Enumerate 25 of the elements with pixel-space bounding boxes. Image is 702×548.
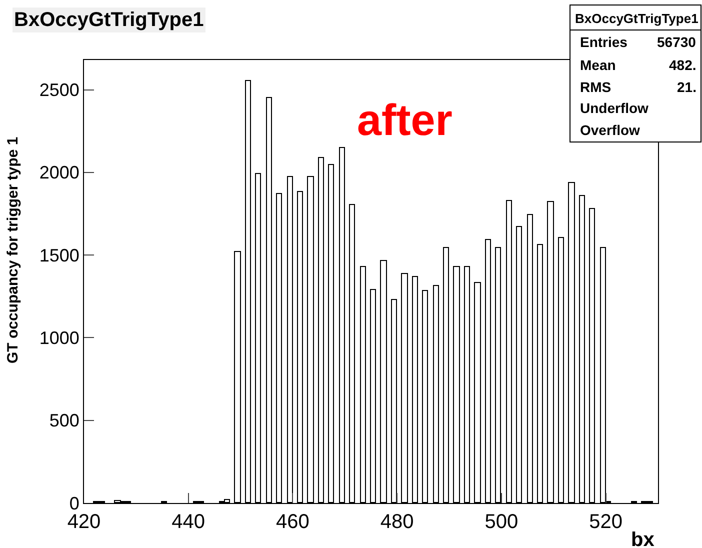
y-tick-label: 1500 (39, 245, 80, 266)
text: 56730 (657, 34, 696, 50)
chart-title: BxOccyGtTrigType1 (14, 9, 204, 31)
x-tick-label: 440 (172, 511, 206, 533)
annotation: Mean (580, 57, 616, 73)
text: Entries (580, 34, 628, 50)
y-tick-label: 2500 (39, 80, 80, 100)
text: 21. (677, 79, 696, 95)
annotation: RMS (580, 79, 612, 95)
x-axis-title: bx (631, 529, 654, 548)
x-tick-label: 520 (589, 511, 623, 533)
y-tick-label: 500 (49, 410, 80, 431)
x-tick-label: 460 (276, 511, 310, 533)
annotation: Overflow (580, 122, 640, 138)
annotation: after (357, 96, 452, 145)
y-axis-title: GT occupancy for trigger type 1 (4, 136, 22, 364)
text: 482. (669, 57, 696, 73)
y-tick-label: 2000 (39, 162, 80, 183)
x-tick-label: 500 (484, 511, 518, 533)
y-tick-label: 1000 (39, 328, 80, 348)
annotation: Underflow (580, 100, 649, 116)
x-tick-label: 420 (67, 511, 101, 533)
y-tick-label: 0 (69, 493, 80, 514)
text: BxOccyGtTrigType1 (575, 11, 698, 26)
x-tick-label: 480 (380, 511, 414, 533)
